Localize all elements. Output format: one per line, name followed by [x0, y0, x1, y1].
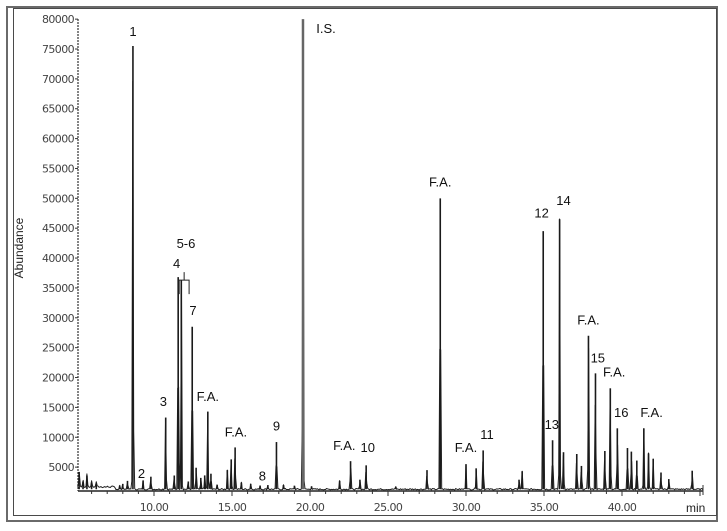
trace-line — [77, 56, 704, 491]
peak-label: F.A. — [333, 438, 355, 453]
x-tick-label: 40.00 — [608, 501, 637, 514]
peak-label: 15 — [591, 351, 605, 366]
peak-label: 8 — [259, 468, 266, 483]
peak-label: 2 — [138, 466, 145, 481]
y-tick-label: 30000 — [42, 312, 75, 325]
y-tick-label: 70000 — [42, 73, 75, 86]
y-tick-label: 25000 — [42, 342, 75, 355]
peak-label: 16 — [614, 405, 628, 420]
y-tick-label: 35000 — [42, 282, 75, 295]
peak-label: F.A. — [429, 174, 451, 189]
peak-label: 12 — [534, 205, 548, 220]
y-axis-title: Abundance — [12, 217, 26, 278]
x-tick-label: 20.00 — [296, 501, 325, 514]
y-tick-label: 15000 — [42, 401, 75, 414]
peak-label: 10 — [360, 440, 374, 455]
y-tick-label: 45000 — [42, 222, 75, 235]
x-tick-label: 10.00 — [140, 501, 169, 514]
peak-label: 1 — [129, 24, 136, 39]
peak-label: 9 — [273, 419, 280, 434]
peak-label: F.A. — [225, 425, 247, 440]
peak-label: F.A. — [197, 389, 219, 404]
peak-label: 3 — [160, 394, 167, 409]
y-tick-label: 5000 — [48, 461, 74, 474]
y-tick-label: 65000 — [42, 103, 75, 116]
x-tick-label: 30.00 — [452, 501, 481, 514]
y-tick-label: 75000 — [42, 43, 75, 56]
peak-label: 4 — [173, 256, 180, 271]
y-tick-label: 60000 — [42, 133, 75, 146]
x-tick-label: 35.00 — [530, 501, 559, 514]
peak-5-6-bracket — [178, 272, 190, 295]
y-axis: 5000 10000 15000 20000 25000 30000 35000 40000 4… — [42, 13, 79, 491]
x-axis-unit-label: min — [686, 501, 705, 515]
y-tick-label: 10000 — [42, 431, 75, 444]
y-tick-label: 50000 — [42, 192, 75, 205]
peak-label: F.A. — [640, 405, 662, 420]
figure-inner-frame — [13, 8, 717, 516]
chromatogram-trace — [77, 19, 704, 491]
peak-label: F.A. — [577, 312, 599, 327]
x-tick-label: 15.00 — [218, 501, 247, 514]
x-tick-label: 25.00 — [374, 501, 403, 514]
y-tick-label: 20000 — [42, 372, 75, 385]
peak-label: F.A. — [603, 364, 625, 379]
peak-label: F.A. — [455, 440, 477, 455]
y-tick-label: 55000 — [42, 162, 75, 175]
peak-label: 11 — [480, 427, 494, 442]
peak-label: 7 — [189, 303, 196, 318]
x-axis: 10.00 15.00 20.00 25.00 30.00 35.00 40.00 — [78, 485, 704, 514]
peak-label: 13 — [545, 417, 559, 432]
peak-label: 5-6 — [177, 236, 196, 251]
y-tick-label: 80000 — [42, 13, 75, 26]
y-tick-label: 40000 — [42, 252, 75, 265]
peak-label: 14 — [556, 193, 570, 208]
peak-label: I.S. — [316, 21, 336, 36]
figure-outer-frame — [6, 6, 718, 522]
